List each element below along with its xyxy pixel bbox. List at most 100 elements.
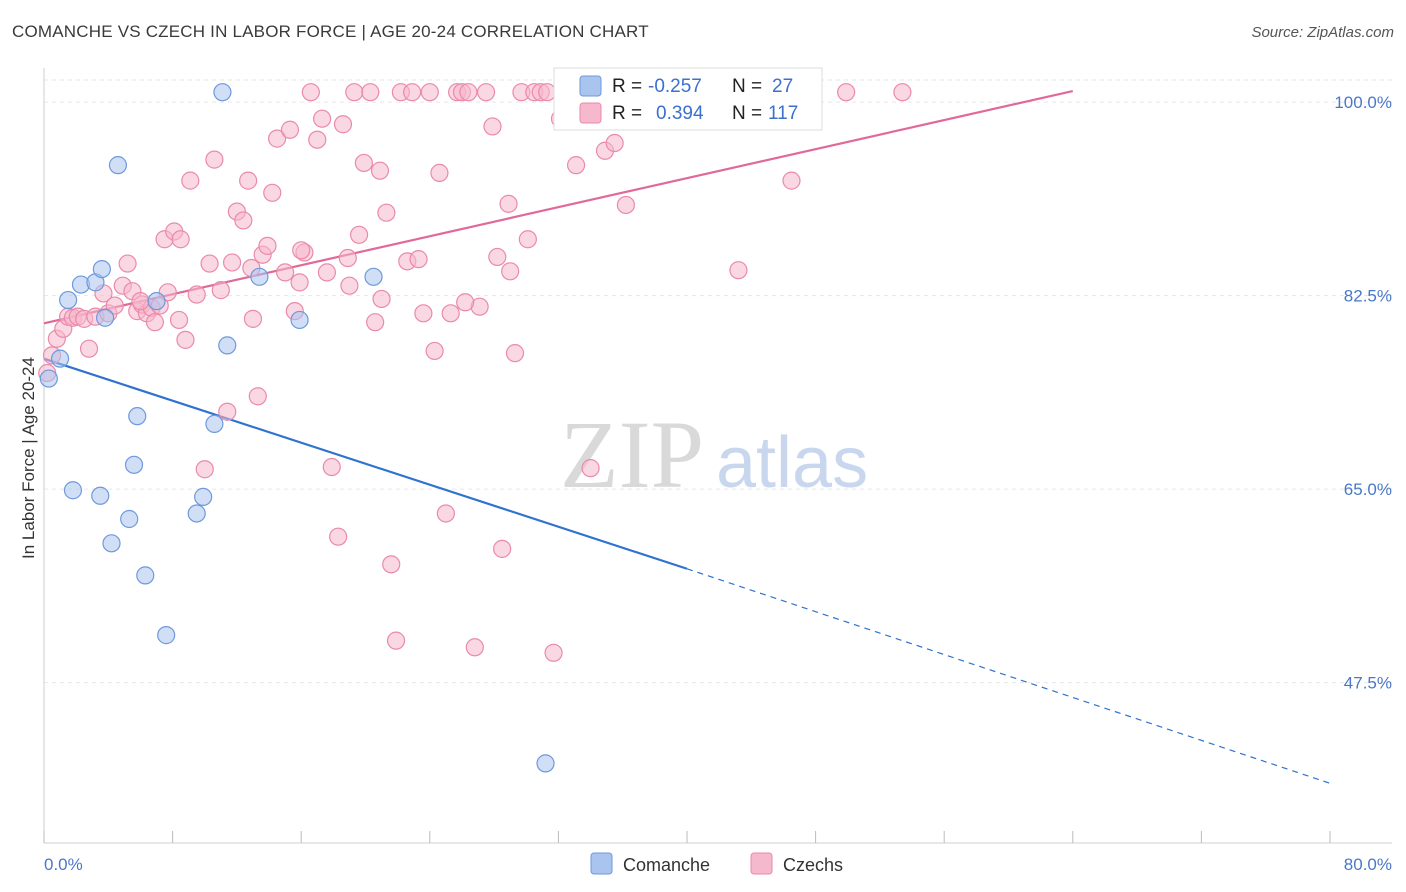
- point-czechs-107: [893, 83, 912, 102]
- point-czechs-105: [782, 171, 801, 190]
- point-czechs-36: [234, 211, 253, 230]
- chart-title: COMANCHE VS CZECH IN LABOR FORCE | AGE 2…: [12, 22, 649, 41]
- point-czechs-68: [403, 83, 422, 102]
- watermark-zip: ZIP: [560, 401, 704, 508]
- point-czechs-47: [290, 273, 309, 292]
- point-czechs-113: [372, 289, 391, 309]
- point-czechs-103: [729, 261, 748, 280]
- legend-swatch-czechs: [579, 102, 602, 124]
- point-czechs-51: [312, 109, 332, 128]
- point-czechs-55: [333, 115, 353, 134]
- legend-n-label-comanche: N =: [732, 76, 762, 97]
- point-czechs-12: [105, 296, 124, 315]
- point-czechs-91: [538, 83, 557, 102]
- point-czechs-28: [187, 285, 206, 304]
- point-czechs-56: [338, 248, 357, 268]
- trend-line-comanche-extension: [686, 568, 1331, 784]
- point-comanche-1: [50, 349, 70, 368]
- legend-n-value-comanche: 27: [772, 76, 793, 97]
- point-czechs-79: [465, 638, 484, 657]
- point-czechs-108: [131, 292, 150, 311]
- point-czechs-62: [370, 161, 390, 180]
- source-label: Source: ZipAtlas.com: [1251, 24, 1394, 41]
- point-czechs-27: [181, 171, 200, 190]
- bottom-legend-label-czechs: Czechs: [783, 855, 843, 875]
- legend-swatch-comanche: [579, 75, 602, 97]
- point-czechs-96: [581, 459, 600, 478]
- point-comanche-3: [63, 481, 83, 500]
- y-axis-title: In Labor Force | Age 20-24: [19, 357, 38, 559]
- x-tick-label-1: 80.0%: [1344, 855, 1392, 874]
- point-czechs-32: [211, 281, 230, 300]
- point-comanche-10: [108, 156, 128, 175]
- point-comanche-15: [147, 292, 166, 311]
- point-comanche-12: [124, 455, 144, 474]
- point-czechs-115: [501, 262, 520, 281]
- watermark: ZIP atlas: [560, 401, 868, 508]
- point-czechs-88: [518, 230, 537, 249]
- bottom-legend: Comanche Czechs: [590, 852, 843, 875]
- point-comanche-13: [128, 407, 147, 426]
- point-czechs-43: [267, 129, 287, 148]
- point-comanche-0: [39, 369, 58, 388]
- tick-labels: 47.5% 65.0% 82.5% 100.0% 0.0% 80.0%: [44, 93, 1392, 874]
- point-czechs-53: [322, 457, 341, 477]
- point-czechs-109: [169, 310, 189, 330]
- point-czechs-25: [171, 230, 190, 249]
- point-czechs-50: [308, 130, 327, 149]
- bottom-legend-label-comanche: Comanche: [623, 855, 710, 875]
- point-czechs-82: [483, 117, 502, 136]
- point-czechs-38: [243, 309, 263, 328]
- point-comanche-7: [92, 259, 111, 279]
- point-comanche-16: [157, 626, 176, 645]
- point-czechs-95: [566, 156, 586, 175]
- point-comanche-9: [102, 534, 121, 553]
- legend-r-value-czechs: 0.394: [656, 103, 704, 124]
- y-tick-label-1: 65.0%: [1344, 480, 1392, 499]
- point-czechs-70: [414, 304, 433, 323]
- point-czechs-60: [361, 83, 380, 102]
- point-comanche-2: [59, 290, 78, 310]
- point-comanche-17: [187, 504, 206, 523]
- legend-n-label-czechs: N =: [732, 103, 762, 124]
- point-comanche-11: [120, 509, 139, 529]
- point-czechs-45: [280, 120, 300, 139]
- point-czechs-114: [456, 293, 475, 312]
- point-czechs-52: [317, 263, 337, 282]
- legend-r-value-comanche: -0.257: [648, 76, 702, 97]
- point-czechs-71: [420, 83, 439, 102]
- axes: [43, 68, 1392, 844]
- point-czechs-116: [605, 133, 624, 153]
- point-czechs-42: [263, 183, 282, 202]
- bottom-legend-swatch-czechs: [750, 852, 773, 875]
- point-czechs-41: [258, 236, 277, 255]
- point-czechs-64: [382, 555, 401, 574]
- point-czechs-30: [200, 254, 219, 273]
- legend-r-label-comanche: R =: [612, 76, 642, 97]
- point-czechs-59: [354, 153, 373, 173]
- point-czechs-39: [248, 387, 267, 406]
- point-comanche-25: [536, 754, 555, 773]
- point-czechs-111: [292, 241, 311, 260]
- point-comanche-14: [136, 566, 155, 585]
- x-tick-label-0: 0.0%: [44, 855, 83, 874]
- point-czechs-54: [329, 527, 348, 546]
- point-comanche-22: [250, 267, 269, 286]
- point-czechs-81: [476, 83, 496, 102]
- point-czechs-74: [436, 504, 455, 523]
- point-comanche-24: [364, 267, 383, 286]
- legend-r-label-czechs: R =: [612, 103, 642, 124]
- point-comanche-18: [194, 487, 213, 506]
- point-czechs-26: [176, 330, 195, 349]
- y-tick-label-0: 47.5%: [1344, 674, 1392, 693]
- point-czechs-92: [544, 643, 563, 662]
- point-czechs-20: [145, 313, 165, 332]
- point-czechs-83: [488, 247, 507, 267]
- point-comanche-6: [91, 486, 110, 505]
- point-czechs-61: [366, 313, 385, 332]
- point-comanche-20: [213, 83, 232, 102]
- point-czechs-84: [493, 539, 512, 558]
- point-czechs-98: [616, 195, 636, 215]
- point-comanche-23: [290, 310, 309, 330]
